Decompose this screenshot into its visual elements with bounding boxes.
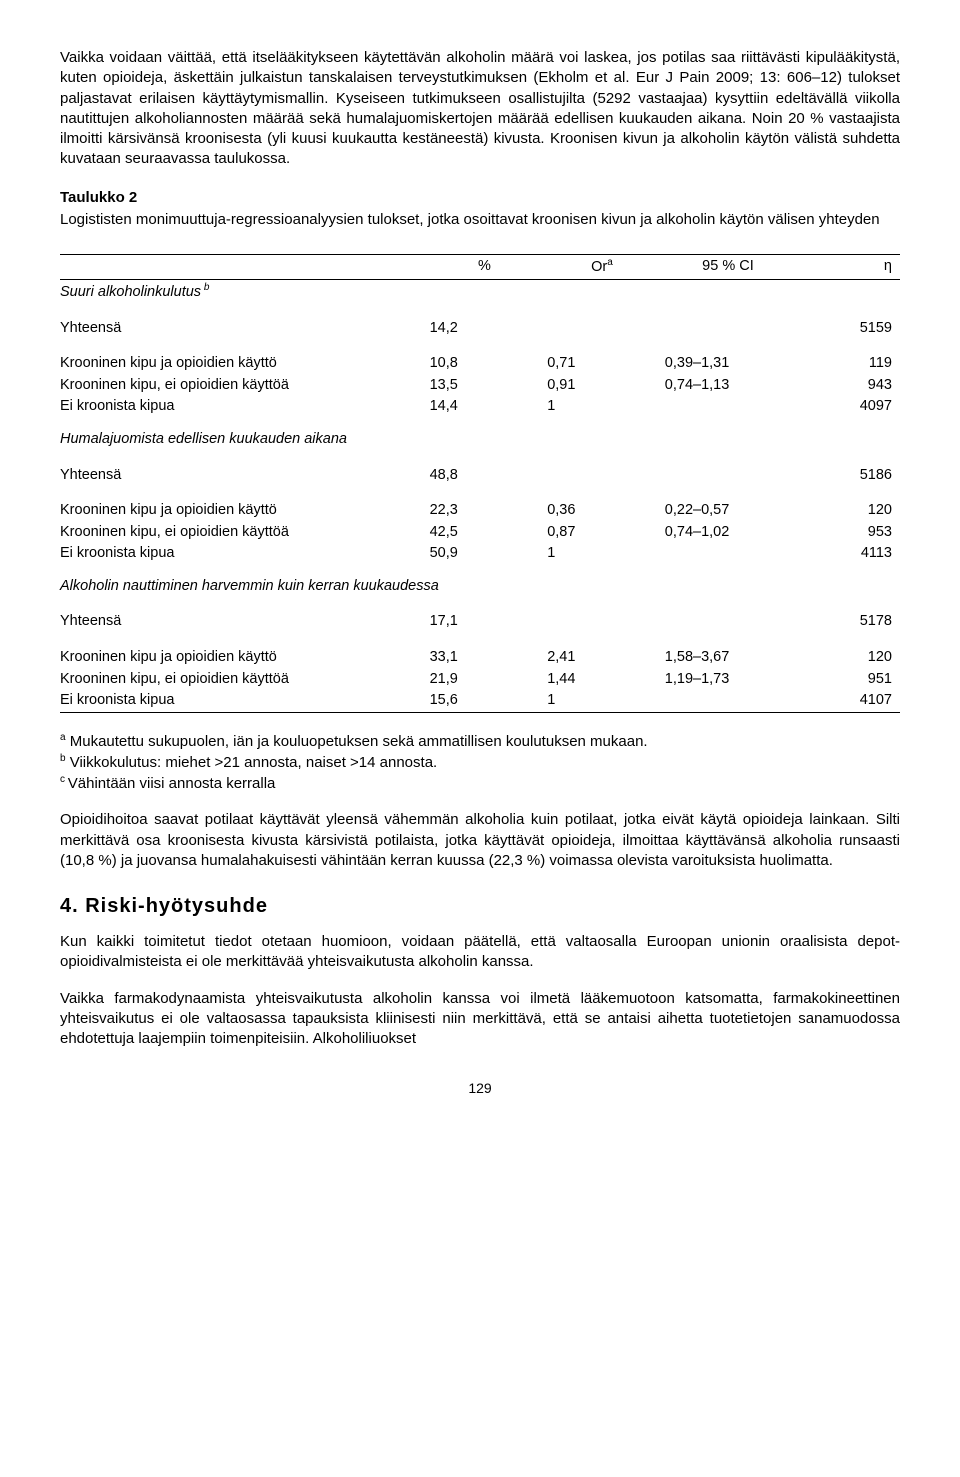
section-4-p2: Vaikka farmakodynaamista yhteisvaikutust…	[60, 989, 900, 1050]
table-row: Krooninen kipu, ei opioidien käyttöä21,9…	[60, 669, 900, 691]
col-header-pct: %	[430, 255, 548, 280]
col-header-or: Ora	[547, 255, 665, 280]
table-subtitle: Logististen monimuuttuja-regressioanalyy…	[60, 210, 900, 230]
footnote-a: Mukautettu sukupuolen, iän ja kouluopetu…	[70, 733, 648, 750]
col-header-ci: 95 % CI	[665, 255, 799, 280]
table-row: Yhteensä14,25159	[60, 318, 900, 340]
section-4-heading: 4. Riski-hyötysuhde	[60, 893, 900, 920]
table-row: Krooninen kipu ja opioidien käyttö22,30,…	[60, 500, 900, 522]
page-number: 129	[60, 1079, 900, 1098]
table-row: Ei kroonista kipua50,914113	[60, 543, 900, 565]
intro-paragraph: Vaikka voidaan väittää, että itselääkity…	[60, 48, 900, 170]
table-footnotes: a Mukautettu sukupuolen, iän ja kouluope…	[60, 731, 900, 795]
table-row: Yhteensä48,85186	[60, 465, 900, 487]
section-label: Alkoholin nauttiminen harvemmin kuin ker…	[60, 565, 900, 598]
table-title: Taulukko 2	[60, 188, 900, 208]
table-row: Krooninen kipu, ei opioidien käyttöä42,5…	[60, 522, 900, 544]
section-label: Humalajuomista edellisen kuukauden aikan…	[60, 418, 900, 451]
table-row: Ei kroonista kipua14,414097	[60, 396, 900, 418]
table-row: Yhteensä17,15178	[60, 611, 900, 633]
table-row: Krooninen kipu, ei opioidien käyttöä13,5…	[60, 375, 900, 397]
table-row: Krooninen kipu ja opioidien käyttö10,80,…	[60, 353, 900, 375]
col-header-n: η	[799, 255, 900, 280]
section-4-p1: Kun kaikki toimitetut tiedot otetaan huo…	[60, 932, 900, 973]
table-row: Krooninen kipu ja opioidien käyttö33,12,…	[60, 647, 900, 669]
footnote-c: Vähintään viisi annosta kerralla	[68, 775, 276, 792]
footnote-b: Viikkokulutus: miehet >21 annosta, naise…	[70, 754, 437, 771]
table-row: Ei kroonista kipua15,614107	[60, 690, 900, 712]
results-table: % Ora 95 % CI η Suuri alkoholinkulutus b…	[60, 254, 900, 713]
post-table-paragraph: Opioidihoitoa saavat potilaat käyttävät …	[60, 810, 900, 871]
section-label: Suuri alkoholinkulutus b	[60, 280, 900, 304]
